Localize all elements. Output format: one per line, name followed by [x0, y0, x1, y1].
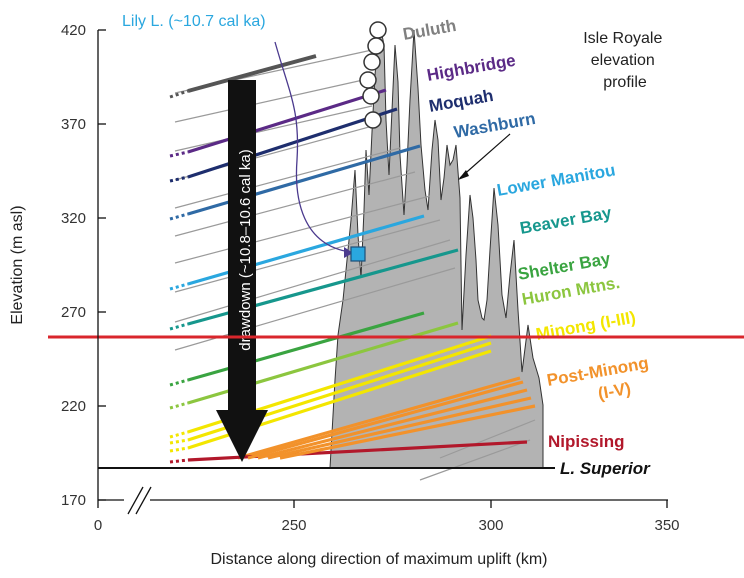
isle-royale-label: Isle Royale elevation profile [583, 30, 667, 91]
series-dash [169, 212, 189, 221]
series-label: Lower Manitou [495, 160, 616, 200]
series-label: Moquah [427, 86, 494, 116]
series-label: Beaver Bay [518, 203, 613, 238]
isle-royale-pointer [459, 133, 511, 179]
series-dash [169, 282, 189, 291]
series-line [187, 144, 421, 216]
drawdown-label: drawdown (~10.8–10.6 cal ka) [237, 149, 254, 350]
y-axis-title: Elevation (m asl) [9, 205, 26, 324]
series-label: Minong (I-III) [534, 308, 637, 344]
x-ticks: 0 250 300 350 [94, 500, 680, 534]
series-line [187, 214, 425, 286]
post-minong-lines [247, 380, 536, 460]
axis-break-icon [124, 486, 152, 515]
x-axis-title: Distance along direction of maximum upli… [210, 551, 547, 568]
series-label: Nipissing [548, 432, 625, 451]
y-tick-label: 320 [61, 210, 86, 227]
isle-royale-profile [329, 29, 544, 469]
series-label: Duluth [401, 16, 457, 44]
y-tick-label: 420 [61, 22, 86, 39]
series-dash [169, 378, 189, 387]
series-dash [169, 458, 189, 464]
series-dash [169, 150, 189, 158]
lake-superior-label: L. Superior [560, 459, 651, 478]
lily-lake-arrowhead [344, 247, 353, 258]
series-dash [169, 322, 189, 331]
y-tick-label: 270 [61, 304, 86, 321]
series-line [187, 88, 387, 154]
isle-royale-arrowhead [458, 170, 469, 180]
lily-lake-pointer [274, 41, 351, 253]
x-tick-label: 300 [478, 517, 503, 534]
series-dash [169, 430, 189, 439]
series-line [187, 107, 398, 179]
series-dash [169, 401, 189, 410]
duluth-circles [359, 21, 387, 129]
series-label: Washburn [452, 109, 537, 142]
drawdown-arrow: drawdown (~10.8–10.6 cal ka) [216, 80, 268, 462]
x-tick-label: 350 [654, 517, 679, 534]
lily-lake-label: Lily L. (~10.7 cal ka) [122, 13, 266, 30]
minong-dash-lines [169, 438, 189, 453]
series-line [187, 54, 317, 93]
y-tick-label: 220 [61, 398, 86, 415]
y-tick-label: 170 [61, 492, 86, 509]
x-tick-label: 0 [94, 517, 102, 534]
y-tick-label: 370 [61, 116, 86, 133]
series-line [187, 311, 425, 382]
series-label: Highbridge [425, 51, 517, 85]
series-label: Post-Minong(I-V) [545, 353, 653, 411]
y-ticks: 420 370 320 270 220 170 [61, 22, 106, 509]
x-tick-label: 250 [281, 517, 306, 534]
lily-lake-marker [350, 246, 366, 262]
series-line [237, 376, 521, 460]
